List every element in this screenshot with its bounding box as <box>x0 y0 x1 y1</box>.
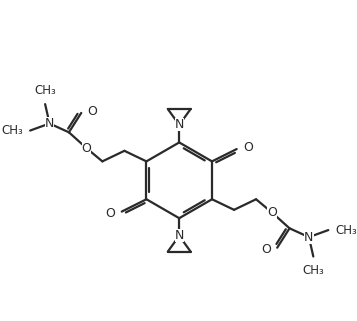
Text: N: N <box>304 230 313 244</box>
Text: CH₃: CH₃ <box>1 124 23 137</box>
Text: O: O <box>243 141 253 154</box>
Text: O: O <box>82 142 91 155</box>
Text: N: N <box>175 118 184 131</box>
Text: O: O <box>267 206 277 219</box>
Text: N: N <box>175 229 184 242</box>
Text: CH₃: CH₃ <box>34 84 56 97</box>
Text: CH₃: CH₃ <box>302 264 324 277</box>
Text: N: N <box>45 117 54 130</box>
Text: O: O <box>87 105 97 118</box>
Text: CH₃: CH₃ <box>335 224 357 237</box>
Text: O: O <box>261 243 271 256</box>
Text: O: O <box>106 207 116 220</box>
